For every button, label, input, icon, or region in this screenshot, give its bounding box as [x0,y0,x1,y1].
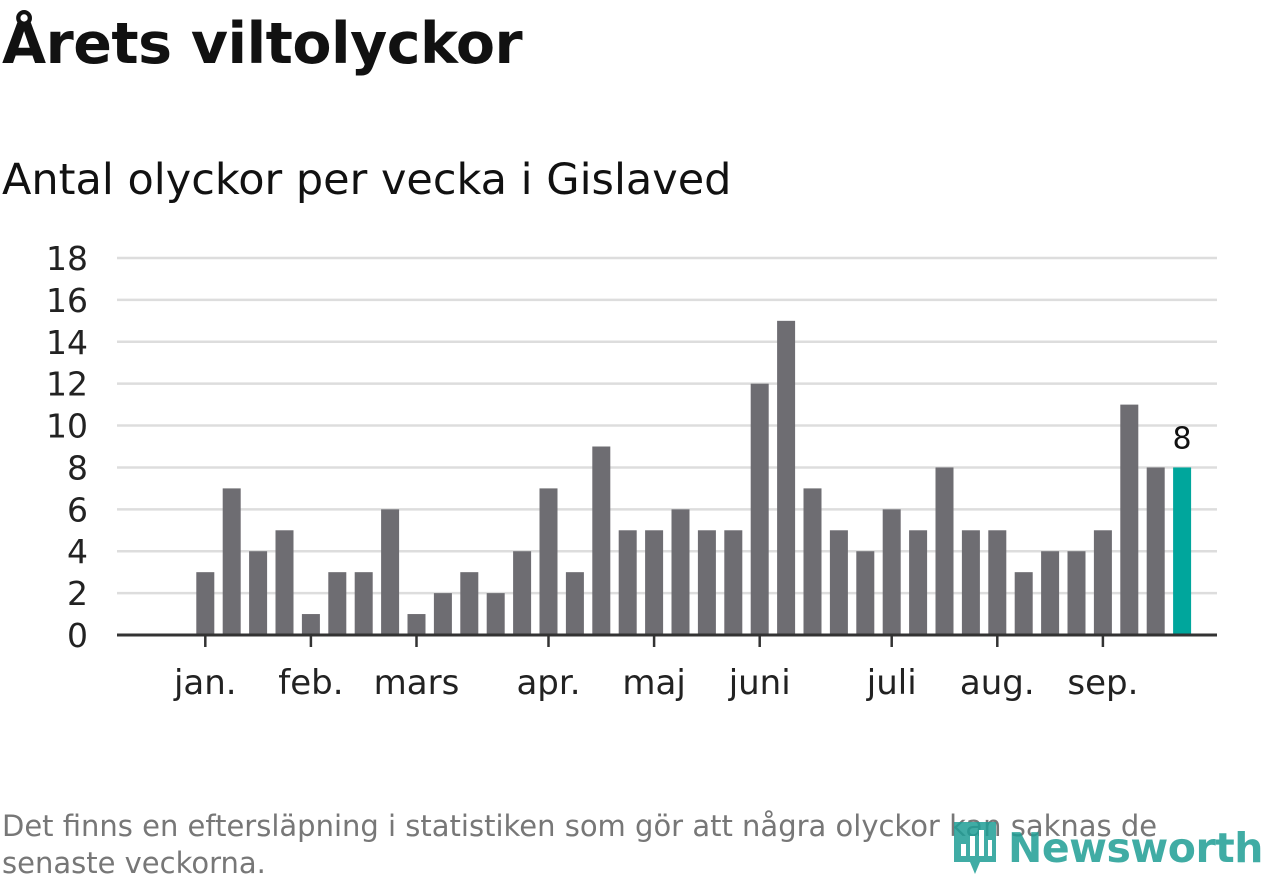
bar [275,530,294,635]
bar [407,614,426,635]
x-tick-label: mars [374,663,460,703]
x-tick-label: sep. [1067,663,1138,703]
bar [961,530,980,635]
bar [222,488,241,635]
x-tick-label: apr. [516,663,580,703]
bar [1120,404,1139,635]
y-tick-label: 16 [46,281,88,320]
x-axis: jan. feb. mars apr. maj juni juli aug. sep. [117,633,1217,703]
x-tick-label: feb. [278,663,343,703]
bar-chart-icon [954,822,996,874]
bar [882,509,901,635]
x-tick-label: juni [728,663,791,703]
bar [196,572,215,635]
x-tick-label: juli [866,663,917,703]
x-tick-label: aug. [960,663,1035,703]
y-tick-label: 14 [46,323,88,362]
bar [618,530,637,635]
bar [381,509,400,635]
bar [592,446,611,635]
y-tick-label: 12 [46,365,88,404]
bar [460,572,479,635]
bar [301,614,320,635]
bar-highlight [1173,467,1192,635]
y-tick-label: 18 [46,239,88,278]
bar [935,467,954,635]
chart-subtitle: Antal olyckor per vecka i Gislaved [2,155,732,205]
y-tick-label: 4 [67,532,88,571]
bar [671,509,690,635]
x-tick-label: maj [622,663,685,703]
bar [724,530,743,635]
y-tick-label: 0 [67,616,88,655]
y-tick-label: 8 [67,448,88,487]
bar [645,530,664,635]
bar [1067,551,1086,635]
bar [909,530,928,635]
bar [486,593,505,635]
chart-title: Årets viltolyckor [2,11,523,77]
y-tick-label: 6 [67,490,88,529]
x-tick-label: jan. [173,663,237,703]
bar [328,572,347,635]
bar [354,572,373,635]
newsworthy-logo: Newsworthy [950,818,1262,878]
bar [539,488,558,635]
bar [1146,467,1165,635]
bar [829,530,848,635]
bar [777,320,796,635]
bar [988,530,1007,635]
bar [249,551,268,635]
bar-value-label: 8 [1173,421,1192,456]
bar [1041,551,1060,635]
bars: 8 [196,320,1192,635]
grid-lines [117,256,1217,595]
bar [750,383,769,635]
bar [803,488,822,635]
y-tick-label: 2 [67,574,88,613]
bar [856,551,875,635]
bar [1014,572,1033,635]
bar [565,572,584,635]
bar [433,593,452,635]
bar [1093,530,1112,635]
bar [697,530,716,635]
bar [513,551,532,635]
y-tick-label: 10 [46,407,88,446]
logo-text: Newsworthy [1008,824,1262,872]
